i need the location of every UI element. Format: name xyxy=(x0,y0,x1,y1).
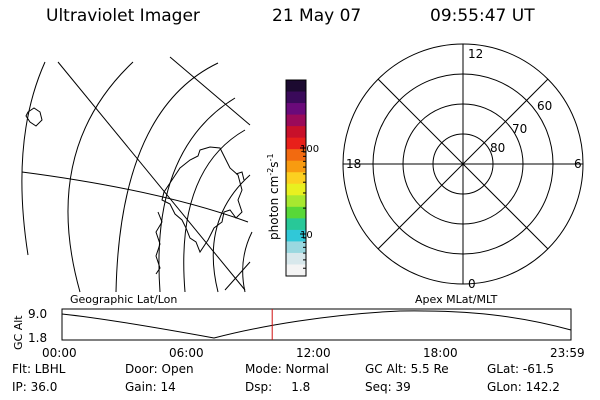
gain-status: Gain: 14 xyxy=(125,380,176,394)
map-lat-arc xyxy=(115,62,219,293)
colorbar-swatch xyxy=(286,160,306,173)
altitude-xtick: 18:00 xyxy=(423,346,458,360)
polar-label-6: 6 xyxy=(574,157,582,171)
polar-ring-label-60: 60 xyxy=(537,99,552,113)
colorbar-swatch xyxy=(286,195,306,208)
colorbar-frame xyxy=(285,79,307,277)
altitude-axis-label: GC Alt xyxy=(12,315,25,350)
map-lon-line xyxy=(21,171,249,223)
polar-label-12: 12 xyxy=(468,47,483,61)
altitude-curve xyxy=(61,310,572,339)
map-coastline xyxy=(235,171,245,181)
altitude-xtick: 23:59 xyxy=(550,346,585,360)
apex-panel-label: Apex MLat/MLT xyxy=(415,293,498,306)
altitude-ytick-high: 9.0 xyxy=(28,307,47,321)
altitude-xtick: 12:00 xyxy=(296,346,331,360)
seq-status: Seq: 39 xyxy=(365,380,411,394)
polar-diagonal xyxy=(377,78,549,250)
colorbar-swatch xyxy=(286,103,306,116)
date-display: 21 May 07 xyxy=(272,6,362,26)
colorbar-swatch xyxy=(286,80,306,93)
colorbar-swatch xyxy=(286,252,306,265)
altitude-plot-frame xyxy=(61,308,572,341)
map-lat-arc xyxy=(242,231,253,293)
glat-status: GLat: -61.5 xyxy=(487,362,554,376)
altitude-ytick-low: 1.8 xyxy=(28,331,47,345)
colorbar-swatch xyxy=(286,114,306,127)
colorbar-ticks: 100 10 xyxy=(300,144,319,269)
colorbar-swatch xyxy=(286,172,306,185)
geographic-map xyxy=(21,56,253,293)
door-status: Door: Open xyxy=(125,362,194,376)
colorbar-tick-label: 100 xyxy=(300,144,319,155)
map-coastline xyxy=(25,107,43,127)
altitude-xtick: 06:00 xyxy=(169,346,204,360)
colorbar-label: photon cm-2s-1 xyxy=(266,153,281,240)
mode-status: Mode: Normal xyxy=(245,362,329,376)
colorbar-swatch xyxy=(286,137,306,150)
colorbar-swatch xyxy=(286,218,306,231)
map-lon-line xyxy=(169,56,251,126)
colorbar-swatch xyxy=(286,183,306,196)
altitude-xtick: 00:00 xyxy=(42,346,77,360)
colorbar-swatch xyxy=(286,126,306,139)
map-lat-arc xyxy=(183,129,246,293)
colorbar xyxy=(286,80,306,277)
colorbar-swatch xyxy=(286,229,306,242)
map-coastline xyxy=(155,211,163,275)
colorbar-swatch xyxy=(286,91,306,104)
map-lon-line xyxy=(224,261,251,291)
polar-ring-label-70: 70 xyxy=(512,122,527,136)
polar-plot xyxy=(342,43,584,285)
app-title: Ultraviolet Imager xyxy=(46,6,200,26)
colorbar-tick-label: 10 xyxy=(300,230,313,241)
ip-status: IP: 36.0 xyxy=(12,380,58,394)
polar-label-0: 0 xyxy=(468,277,476,291)
map-coastline xyxy=(161,146,243,254)
flt-status: Flt: LBHL xyxy=(12,362,66,376)
map-lat-arc xyxy=(67,61,134,293)
glon-status: GLon: 142.2 xyxy=(487,380,560,394)
colorbar-swatch xyxy=(286,264,306,277)
colorbar-swatch xyxy=(286,241,306,254)
dsp-status: Dsp: 1.8 xyxy=(245,380,311,394)
map-lat-arc xyxy=(21,61,46,256)
map-lat-arc xyxy=(158,97,236,293)
colorbar-swatch xyxy=(286,206,306,219)
geographic-panel-label: Geographic Lat/Lon xyxy=(70,293,177,306)
time-display: 09:55:47 UT xyxy=(430,6,535,26)
gcalt-status: GC Alt: 5.5 Re xyxy=(365,362,449,376)
polar-label-18: 18 xyxy=(346,157,361,171)
map-lat-arc xyxy=(212,174,251,293)
map-lon-line xyxy=(57,61,246,291)
colorbar-swatch xyxy=(286,149,306,162)
polar-ring-label-80: 80 xyxy=(490,141,505,155)
